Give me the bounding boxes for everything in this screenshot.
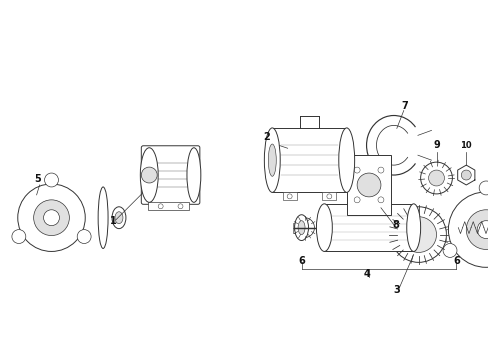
Circle shape xyxy=(158,204,163,209)
Text: 6: 6 xyxy=(298,256,305,266)
Ellipse shape xyxy=(339,128,355,192)
Ellipse shape xyxy=(98,187,108,248)
Ellipse shape xyxy=(112,207,126,229)
Circle shape xyxy=(294,218,315,238)
Ellipse shape xyxy=(269,144,276,176)
Circle shape xyxy=(378,197,384,203)
Text: 7: 7 xyxy=(401,100,408,111)
Ellipse shape xyxy=(115,212,123,224)
Circle shape xyxy=(479,181,490,195)
Bar xyxy=(293,223,296,233)
Bar xyxy=(324,204,414,251)
Circle shape xyxy=(44,210,59,226)
Circle shape xyxy=(448,192,490,267)
Circle shape xyxy=(45,173,58,187)
Circle shape xyxy=(18,184,85,251)
Bar xyxy=(446,229,465,240)
Ellipse shape xyxy=(294,215,309,240)
Bar xyxy=(272,128,347,192)
Ellipse shape xyxy=(407,204,420,251)
Text: 3: 3 xyxy=(393,285,400,295)
Circle shape xyxy=(429,170,444,186)
Circle shape xyxy=(477,221,490,239)
Circle shape xyxy=(34,200,70,235)
Text: 1: 1 xyxy=(110,216,117,226)
Text: 10: 10 xyxy=(461,141,472,150)
Bar xyxy=(322,192,336,201)
Bar xyxy=(283,192,296,201)
Circle shape xyxy=(461,170,471,180)
Circle shape xyxy=(287,194,292,199)
Ellipse shape xyxy=(449,215,464,240)
Circle shape xyxy=(178,204,183,209)
Circle shape xyxy=(401,217,437,252)
Circle shape xyxy=(12,230,26,243)
Circle shape xyxy=(354,167,360,173)
Ellipse shape xyxy=(298,221,305,235)
Ellipse shape xyxy=(317,204,332,251)
Circle shape xyxy=(357,173,381,197)
FancyBboxPatch shape xyxy=(141,146,200,204)
Text: 5: 5 xyxy=(34,174,41,184)
Circle shape xyxy=(391,207,446,262)
Ellipse shape xyxy=(453,221,460,235)
Text: 4: 4 xyxy=(364,269,370,279)
Text: 9: 9 xyxy=(433,140,440,150)
Bar xyxy=(148,202,189,210)
Text: 6: 6 xyxy=(453,256,460,266)
Circle shape xyxy=(327,194,332,199)
Ellipse shape xyxy=(264,128,280,192)
Text: 2: 2 xyxy=(264,132,270,142)
Ellipse shape xyxy=(187,148,201,202)
Circle shape xyxy=(354,197,360,203)
Circle shape xyxy=(443,243,457,257)
Ellipse shape xyxy=(140,148,158,202)
Circle shape xyxy=(466,210,490,249)
Text: 8: 8 xyxy=(392,220,399,230)
Bar xyxy=(347,155,391,215)
Circle shape xyxy=(378,167,384,173)
Circle shape xyxy=(141,167,157,183)
Circle shape xyxy=(77,230,91,243)
Circle shape xyxy=(420,162,452,194)
